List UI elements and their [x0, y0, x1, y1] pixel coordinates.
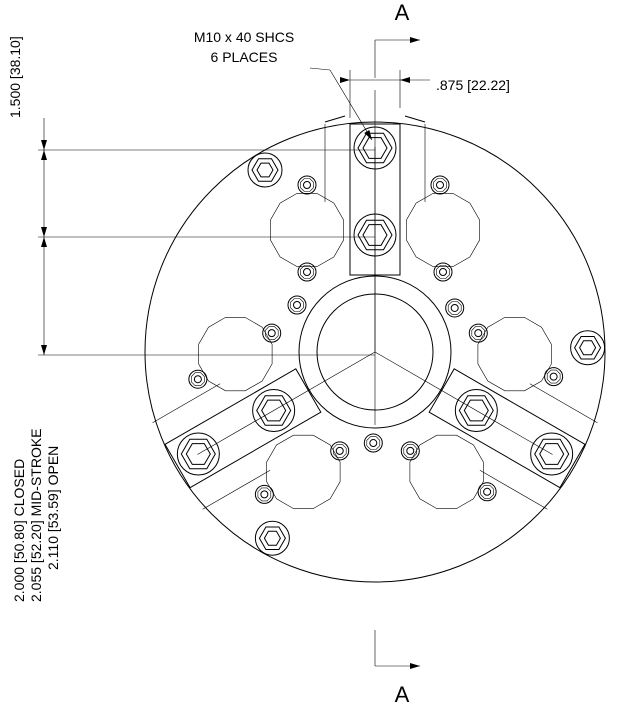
small-screw: [291, 299, 304, 312]
small-screw: [484, 488, 491, 495]
small-screw: [301, 266, 314, 279]
section-label: A: [395, 0, 410, 25]
small-screw: [437, 182, 444, 189]
small-screw: [191, 373, 204, 386]
pocket: [199, 317, 273, 390]
small-screw: [370, 440, 377, 447]
small-screw: [472, 327, 485, 340]
arrowhead: [400, 77, 410, 83]
bolt-head: [248, 153, 282, 187]
arrowhead: [410, 37, 420, 43]
dimension-text: 2.110 [53.59] OPEN: [45, 446, 61, 570]
small-screw: [367, 437, 380, 450]
small-screw: [407, 447, 414, 454]
dimension-text: 2.000 [50.80] CLOSED: [11, 459, 27, 602]
bolt-socket: [257, 163, 273, 177]
small-screw: [194, 376, 201, 383]
section-label: A: [395, 682, 410, 707]
callout-text: 6 PLACES: [211, 49, 278, 65]
arrowhead: [410, 663, 420, 669]
small-screw: [448, 302, 461, 315]
arrowhead: [41, 345, 47, 355]
bolt-hex: [575, 337, 601, 360]
dimension-text: .875 [22.22]: [436, 77, 510, 93]
small-screw: [301, 179, 314, 192]
small-screw: [294, 302, 301, 309]
pocket: [406, 193, 479, 266]
chuck-geometry: [38, 37, 605, 669]
flat: [405, 116, 425, 122]
small-screw: [440, 269, 447, 276]
small-screw: [304, 182, 311, 189]
pocket: [410, 435, 484, 508]
small-screw: [434, 179, 447, 192]
drawing: A A M10 x 40 SHCS 6 PLACES .875 [22.22] …: [0, 0, 617, 710]
arrowhead: [41, 237, 47, 247]
leader: [330, 70, 372, 140]
dimension-text: 1.500 [38.10]: [7, 36, 23, 118]
jaw-edge: [530, 384, 598, 423]
dimension-text: 2.055 [52.20] MID-STROKE: [28, 428, 44, 602]
arrowhead: [41, 150, 47, 160]
small-screw: [437, 266, 450, 279]
small-screw: [304, 269, 311, 276]
flat: [325, 116, 345, 122]
bolt-head: [571, 331, 605, 365]
arrowhead: [41, 227, 47, 237]
bolt-hex: [259, 527, 285, 550]
bolt-socket: [264, 531, 280, 545]
small-screw: [265, 327, 278, 340]
jaw-edge: [153, 384, 221, 423]
small-screw: [550, 373, 557, 380]
small-screw: [547, 370, 560, 383]
bolt-hex: [252, 159, 278, 182]
pocket: [267, 435, 341, 508]
pocket: [478, 317, 552, 390]
small-screw: [333, 444, 346, 457]
small-screw: [261, 491, 268, 498]
small-screw: [404, 444, 417, 457]
arrowhead: [340, 77, 350, 83]
pocket: [270, 193, 343, 266]
bolt-head: [255, 521, 289, 555]
callout-text: M10 x 40 SHCS: [194, 29, 294, 45]
small-screw: [336, 447, 343, 454]
bolt-socket: [580, 341, 596, 355]
leader: [310, 68, 330, 70]
small-screw: [451, 304, 458, 311]
small-screw: [481, 485, 494, 498]
small-screw: [258, 488, 271, 501]
small-screw: [475, 330, 482, 337]
arrowhead: [41, 140, 47, 150]
small-screw: [268, 330, 275, 337]
